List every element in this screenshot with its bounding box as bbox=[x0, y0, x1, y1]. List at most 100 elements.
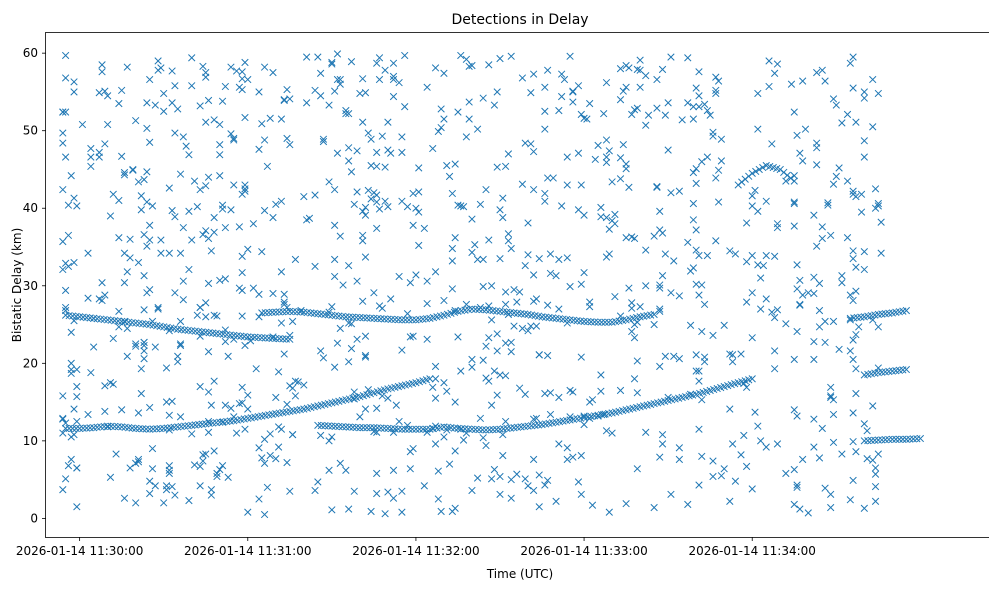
detection-point bbox=[726, 247, 734, 255]
detection-point bbox=[829, 396, 838, 404]
detection-point bbox=[448, 189, 457, 198]
detection-point bbox=[64, 231, 73, 240]
detection-point bbox=[487, 316, 496, 324]
detection-point bbox=[429, 383, 437, 392]
detection-point bbox=[630, 334, 639, 342]
detection-point bbox=[437, 105, 445, 113]
detection-point bbox=[524, 219, 532, 227]
detection-point bbox=[171, 129, 179, 137]
detection-point bbox=[431, 375, 440, 383]
detection-point bbox=[501, 288, 510, 296]
detection-point bbox=[695, 425, 703, 433]
detection-point bbox=[302, 53, 311, 61]
detection-point bbox=[95, 295, 103, 303]
detection-point bbox=[717, 472, 726, 480]
detection-point bbox=[720, 321, 728, 329]
detection-point bbox=[793, 285, 801, 293]
detection-point bbox=[569, 87, 577, 95]
detection-point bbox=[350, 200, 358, 209]
detection-point bbox=[300, 381, 308, 389]
detection-point bbox=[479, 94, 487, 102]
track-detection-point bbox=[650, 310, 658, 319]
detection-point bbox=[431, 268, 440, 276]
detection-point bbox=[101, 291, 109, 299]
detection-point bbox=[588, 501, 597, 509]
track-detection-point bbox=[899, 435, 907, 443]
detection-point bbox=[361, 353, 370, 361]
detection-point bbox=[737, 350, 745, 358]
detection-point bbox=[504, 237, 513, 245]
detection-point bbox=[628, 299, 636, 307]
detection-point bbox=[277, 268, 286, 276]
detection-point bbox=[255, 88, 263, 96]
detection-point bbox=[224, 352, 232, 360]
detection-point bbox=[594, 141, 602, 150]
detection-point bbox=[827, 231, 835, 240]
detection-point bbox=[331, 272, 339, 281]
detection-point bbox=[709, 331, 717, 340]
detection-point bbox=[535, 351, 543, 359]
detection-point bbox=[272, 393, 280, 402]
detection-point bbox=[204, 279, 213, 288]
detection-point bbox=[249, 220, 258, 228]
detection-point bbox=[232, 67, 241, 75]
detection-point bbox=[260, 510, 269, 519]
detection-point bbox=[507, 494, 515, 502]
detection-point bbox=[664, 146, 672, 154]
detection-point bbox=[140, 272, 148, 280]
detection-point bbox=[818, 424, 826, 433]
detection-point bbox=[188, 82, 196, 90]
detection-point bbox=[871, 482, 880, 491]
detection-point bbox=[359, 207, 367, 215]
detection-point bbox=[174, 358, 182, 366]
detection-point bbox=[238, 399, 246, 407]
detection-point bbox=[675, 355, 684, 363]
detection-point bbox=[692, 179, 700, 188]
detection-point bbox=[176, 413, 185, 421]
detection-point bbox=[748, 485, 756, 493]
detection-point bbox=[852, 389, 860, 398]
detection-point bbox=[518, 180, 527, 188]
detection-point bbox=[356, 413, 364, 421]
detection-point bbox=[359, 231, 367, 240]
detection-point bbox=[319, 137, 328, 146]
detection-point bbox=[328, 506, 336, 514]
detection-point bbox=[773, 306, 782, 314]
detection-point bbox=[549, 174, 557, 182]
detection-point bbox=[703, 106, 712, 115]
detection-point bbox=[796, 301, 804, 309]
detection-point bbox=[667, 189, 675, 197]
detection-point bbox=[266, 451, 274, 460]
detection-point bbox=[619, 87, 627, 95]
detection-point bbox=[61, 108, 70, 116]
detection-point bbox=[188, 54, 196, 62]
detection-point bbox=[196, 482, 204, 490]
detection-point bbox=[123, 268, 131, 276]
detection-point bbox=[479, 356, 487, 364]
detection-point bbox=[473, 125, 482, 133]
detection-point bbox=[196, 462, 204, 471]
detection-point bbox=[126, 254, 134, 262]
detection-point bbox=[860, 137, 868, 145]
detection-point bbox=[339, 281, 347, 289]
detection-point bbox=[389, 494, 398, 502]
track-detection-point bbox=[408, 316, 417, 324]
detection-point bbox=[249, 284, 258, 292]
detection-point bbox=[849, 187, 857, 195]
detection-point bbox=[415, 164, 423, 172]
detection-point bbox=[373, 489, 381, 498]
detection-point bbox=[120, 249, 129, 257]
detection-point bbox=[294, 378, 302, 386]
detection-point bbox=[871, 470, 880, 478]
detection-point bbox=[678, 116, 686, 124]
detection-point bbox=[336, 80, 344, 88]
detection-point bbox=[824, 201, 832, 209]
detection-point bbox=[154, 66, 162, 74]
detection-point bbox=[325, 101, 333, 109]
detection-point bbox=[106, 473, 115, 481]
detection-point bbox=[283, 85, 291, 94]
detection-point bbox=[235, 83, 244, 91]
y-tick-label: 50 bbox=[23, 124, 38, 138]
detection-point bbox=[283, 458, 291, 467]
track-detection-point bbox=[415, 425, 424, 433]
